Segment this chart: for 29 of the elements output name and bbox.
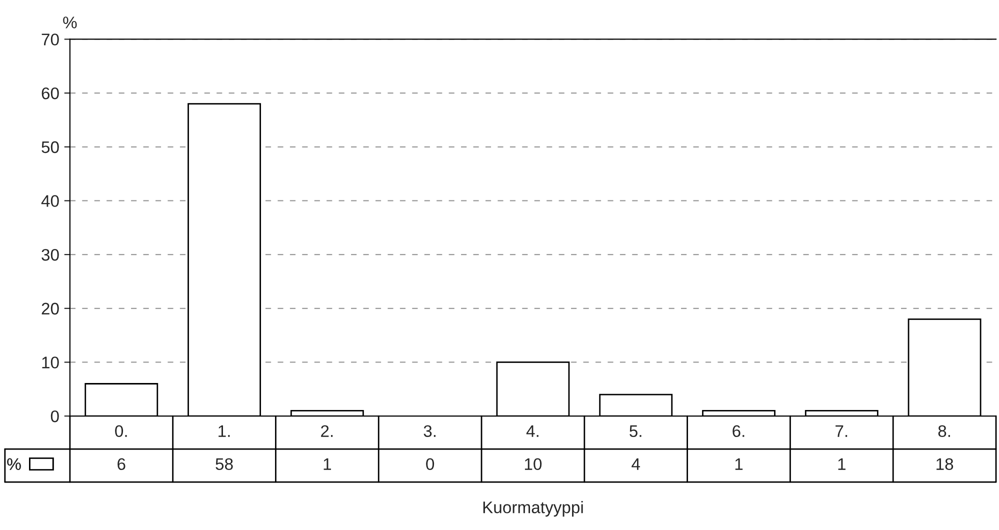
y-tick-label: 30 bbox=[42, 248, 59, 261]
x-tick-label: 8. bbox=[938, 425, 950, 438]
data-label: 10 bbox=[524, 458, 542, 470]
x-tick-label: 4. bbox=[526, 425, 538, 437]
data-label: 1 bbox=[838, 458, 846, 470]
data-label: 18 bbox=[936, 458, 954, 470]
data-label: 6 bbox=[118, 458, 126, 470]
data-label: 58 bbox=[216, 458, 233, 470]
x-tick-label: 0. bbox=[115, 425, 127, 438]
x-tick-label: 3. bbox=[424, 425, 436, 438]
y-tick-label: 50 bbox=[42, 141, 59, 154]
data-label: 1 bbox=[324, 458, 331, 470]
x-tick-label: 5. bbox=[630, 425, 642, 438]
x-tick-label: 6. bbox=[732, 425, 744, 438]
y-tick-label: 0 bbox=[50, 410, 59, 422]
y-tick-label: 60 bbox=[42, 87, 59, 100]
x-tick-label: 2. bbox=[321, 425, 333, 437]
y-tick-label: 10 bbox=[42, 356, 59, 368]
x-tick-label: 7. bbox=[836, 425, 848, 437]
x-axis-title: Kuormatyyppi bbox=[483, 501, 583, 517]
y-tick-label: 70 bbox=[42, 34, 59, 46]
legend-label: % bbox=[7, 458, 21, 470]
x-tick-label: 1. bbox=[218, 425, 230, 437]
y-tick-label: 40 bbox=[41, 195, 59, 207]
y-axis-title: % bbox=[63, 16, 77, 28]
y-tick-label: 20 bbox=[42, 302, 59, 315]
data-label: 4 bbox=[632, 458, 640, 470]
data-label: 0 bbox=[426, 458, 434, 470]
data-label: 1 bbox=[735, 458, 743, 470]
